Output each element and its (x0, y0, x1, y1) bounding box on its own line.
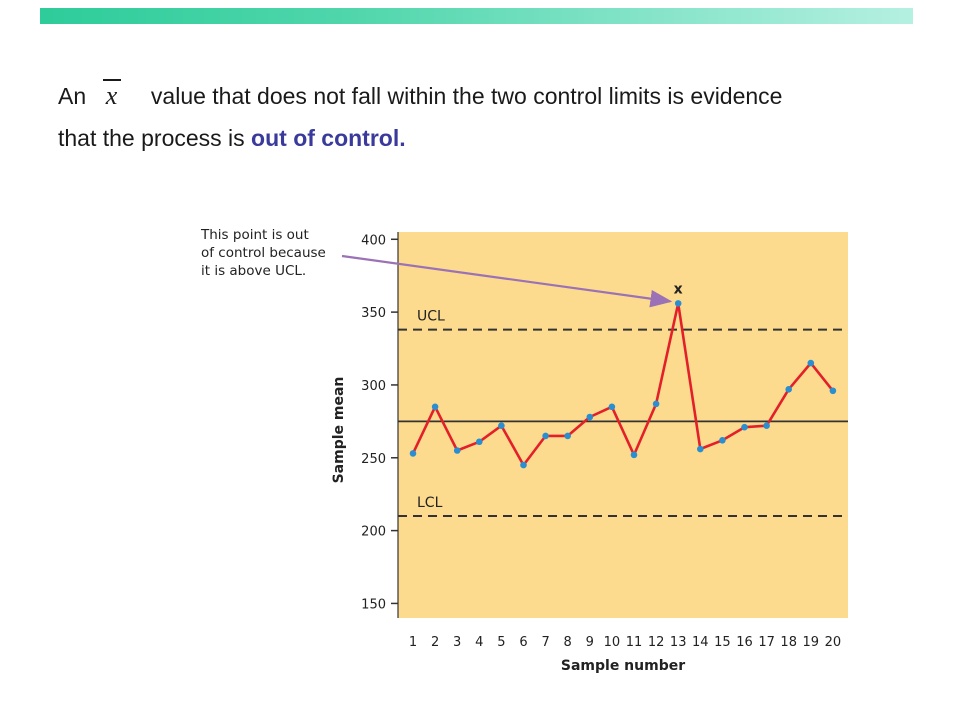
sample-mean-line (411, 302, 834, 467)
x-tick-label: 4 (475, 635, 483, 650)
x-tick-label: 12 (648, 635, 665, 650)
data-point (608, 403, 616, 411)
plot-background (398, 232, 848, 618)
data-point (763, 422, 770, 430)
data-point (542, 432, 549, 440)
data-point (829, 387, 837, 395)
data-point (785, 386, 792, 393)
x-tick-label: 5 (497, 635, 505, 650)
y-tick-label: 400 (361, 233, 386, 248)
data-point (564, 432, 571, 440)
data-point (741, 423, 748, 431)
x-tick-label: 14 (692, 635, 709, 650)
x-tick-label: 19 (803, 635, 820, 650)
x-tick-label: 18 (780, 635, 797, 650)
out-of-control-phrase: out of control. (251, 125, 406, 151)
x-bar-letter: x (105, 81, 118, 110)
x-bar-symbol: x (93, 79, 145, 110)
data-point (431, 403, 439, 411)
y-tick-label: 200 (361, 525, 386, 540)
data-point (520, 461, 527, 469)
x-tick-label: 8 (564, 635, 572, 650)
data-point (453, 447, 461, 454)
data-point (586, 413, 594, 421)
x-tick-label: 7 (541, 635, 549, 650)
statement-line-2: that the process is out of control. (58, 124, 406, 152)
data-point (630, 451, 638, 459)
y-tick-label: 350 (361, 306, 386, 321)
header-accent-bar (40, 8, 913, 24)
statement-intro: An (58, 83, 87, 109)
annotation-text: it is above UCL. (201, 263, 306, 279)
x-tick-label: 13 (670, 635, 687, 650)
y-tick-label: 250 (361, 452, 386, 467)
data-point (652, 400, 660, 408)
x-tick-label: 15 (714, 635, 731, 650)
x-axis-title: Sample number (561, 658, 685, 674)
data-point (498, 422, 505, 430)
data-point (807, 359, 815, 367)
ucl-label: UCL (417, 309, 445, 325)
lcl-label: LCL (417, 495, 443, 511)
x-tick-label: 6 (519, 635, 527, 650)
annotation-arrow (341, 254, 673, 308)
y-tick-label: 150 (361, 597, 386, 612)
annotation-text: of control because (201, 245, 326, 261)
x-tick-label: 10 (604, 635, 621, 650)
statement-rest: value that does not fall within the two … (150, 83, 783, 109)
data-point (476, 438, 483, 446)
x-tick-label: 3 (453, 635, 461, 650)
x-tick-label: 20 (825, 635, 842, 650)
x-tick-label: 1 (409, 635, 417, 650)
data-point (674, 300, 682, 307)
x-tick-label: 17 (758, 635, 775, 650)
annotation-text: This point is out (200, 227, 309, 243)
data-point (719, 436, 726, 444)
y-tick-label: 300 (361, 379, 386, 394)
data-point (409, 450, 417, 457)
x-tick-label: 2 (431, 635, 439, 650)
y-axis-title: Sample mean (331, 377, 347, 484)
x-tick-label: 16 (736, 635, 753, 650)
x-tick-label: 11 (626, 635, 643, 650)
statement-line-1: An x value that does not fall within the… (58, 79, 783, 110)
out-of-control-marker: x (674, 281, 683, 297)
statement-continuation: that the process is (58, 125, 245, 151)
x-tick-label: 9 (586, 635, 594, 650)
data-point (697, 445, 704, 453)
